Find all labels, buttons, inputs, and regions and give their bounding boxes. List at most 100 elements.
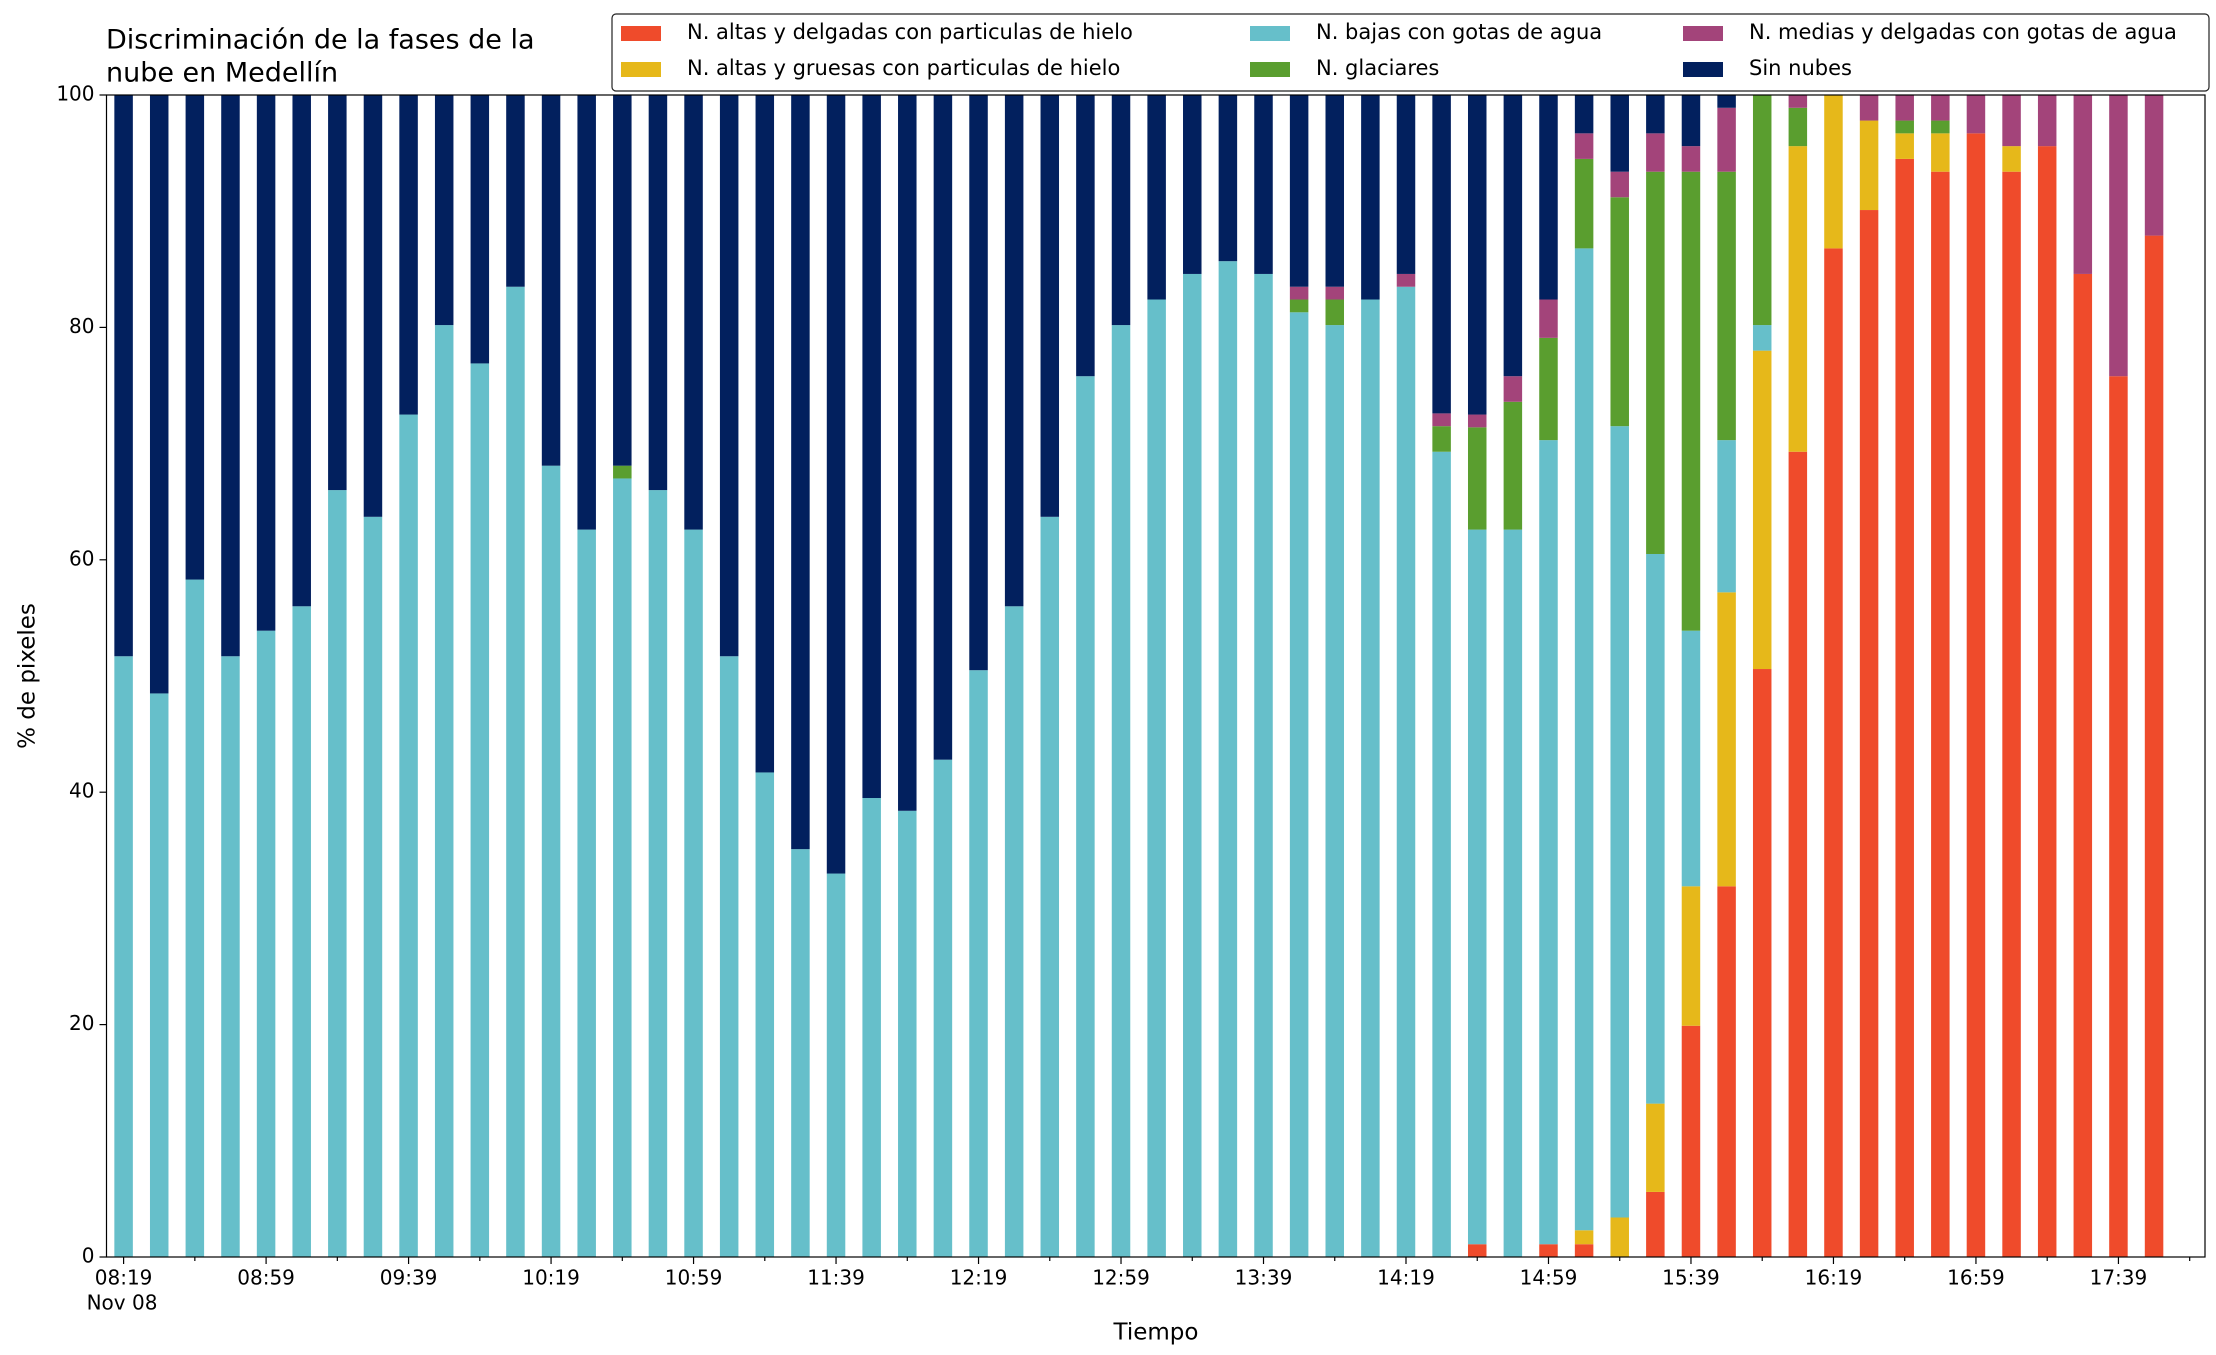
bar-segment (363, 95, 383, 517)
bar-segment (826, 95, 846, 874)
bar-segment (2073, 273, 2093, 1257)
bar-segment (1859, 120, 1879, 211)
bar-segment (2109, 376, 2128, 1258)
legend-swatch (621, 26, 661, 41)
bar-segment (684, 95, 703, 530)
bar-segment (791, 95, 810, 850)
bar-segment (1717, 107, 1736, 172)
bar-segment (1467, 1244, 1487, 1257)
bar-segment (470, 363, 490, 1257)
bar-segment (328, 490, 347, 1258)
y-tick-label: 60 (69, 546, 94, 570)
bar-segment (1717, 95, 1736, 108)
bar-segment (1325, 325, 1345, 1257)
bar-segment (1467, 95, 1487, 415)
bar-segment (898, 95, 917, 811)
bar-segment (1111, 95, 1131, 326)
x-tick-label: 17:39 (2090, 1266, 2148, 1290)
bar-segment (1681, 95, 1701, 147)
bar-segment (1004, 606, 1024, 1257)
bar-segment (1432, 95, 1451, 414)
bar-segment (1788, 107, 1808, 147)
bar-segment (1966, 133, 1986, 1258)
bar-segment (1681, 146, 1701, 172)
bar-segment (1574, 95, 1594, 134)
y-axis-label: % de pixeles (15, 603, 41, 749)
bar-segment (862, 798, 881, 1257)
bar-segment (1752, 669, 1772, 1257)
legend-swatch (621, 62, 661, 77)
legend-label: Sin nubes (1749, 56, 1852, 80)
bar-segment (363, 516, 383, 1257)
bar-segment (1717, 440, 1736, 593)
bar-segment (506, 95, 525, 287)
x-tick-label: 08:19 (95, 1266, 153, 1290)
bar-segment (755, 95, 775, 773)
bar-segment (256, 630, 276, 1257)
bar-segment (1254, 273, 1273, 1257)
bar-segment (1610, 1217, 1629, 1257)
bar-segment (1717, 592, 1736, 887)
bar-segment (1610, 426, 1629, 1218)
bar-segment (2002, 171, 2021, 1257)
bar-segment (1859, 95, 1879, 121)
bar-segment (1788, 146, 1808, 452)
bar-segment (1147, 299, 1166, 1258)
bar-segment (1681, 886, 1701, 1026)
bar-segment (399, 414, 418, 1257)
bar-segment (1183, 95, 1202, 274)
bar-segment (292, 95, 311, 607)
bar-segment (292, 606, 311, 1257)
bar-segment (1574, 248, 1594, 1231)
bar-segment (1931, 120, 1950, 134)
bar-segment (1218, 261, 1238, 1257)
y-tick-label: 20 (69, 1011, 94, 1035)
bar-segment (1824, 95, 1843, 249)
bar-segment (506, 286, 525, 1258)
bar-segment (826, 873, 846, 1257)
legend-label: N. glaciares (1316, 56, 1439, 80)
bar-segment (719, 95, 739, 657)
bar-segment (114, 95, 133, 657)
bar-segment (933, 95, 953, 760)
bar-segment (1966, 95, 1986, 134)
bar-segment (1646, 95, 1665, 134)
legend-label: N. bajas con gotas de agua (1316, 20, 1602, 44)
plot-frame (105, 94, 2206, 1258)
x-sublabel: Nov 08 (87, 1291, 158, 1315)
bar-segment (1183, 273, 1202, 1257)
legend-label: N. altas y gruesas con particulas de hie… (687, 56, 1120, 80)
bar-segment (1610, 171, 1629, 198)
bar-segment (185, 95, 205, 580)
legend-swatch (1250, 26, 1290, 41)
bar-segment (1717, 886, 1736, 1257)
bar-segment (1076, 376, 1095, 1258)
bar-segment (1396, 286, 1416, 1258)
bar-segment (648, 490, 668, 1258)
legend-swatch (1683, 62, 1723, 77)
bar-segment (1574, 1230, 1594, 1245)
bar-segment (1467, 414, 1487, 428)
legend-swatch (1683, 26, 1723, 41)
bar-segment (149, 95, 169, 694)
x-tick-label: 10:59 (665, 1266, 723, 1290)
bar-segment (1040, 516, 1060, 1257)
bar-segment (1717, 171, 1736, 441)
bar-segment (1752, 350, 1772, 670)
x-tick-label: 13:39 (1235, 1266, 1293, 1290)
bar-segment (1325, 299, 1345, 326)
x-tick-label: 14:59 (1520, 1266, 1578, 1290)
bar-segment (969, 95, 988, 671)
y-tick-label: 40 (69, 779, 94, 803)
bar-segment (1788, 451, 1808, 1257)
bar-segment (1432, 451, 1451, 1257)
x-tick-label: 08:59 (237, 1266, 295, 1290)
bar-segment (434, 95, 454, 326)
y-tick-label: 100 (56, 82, 94, 106)
bar-segment (1289, 312, 1309, 1257)
bar-segment (2144, 95, 2164, 236)
bar-segment (256, 95, 276, 631)
bar-segment (648, 95, 668, 491)
bar-segment (577, 95, 596, 530)
